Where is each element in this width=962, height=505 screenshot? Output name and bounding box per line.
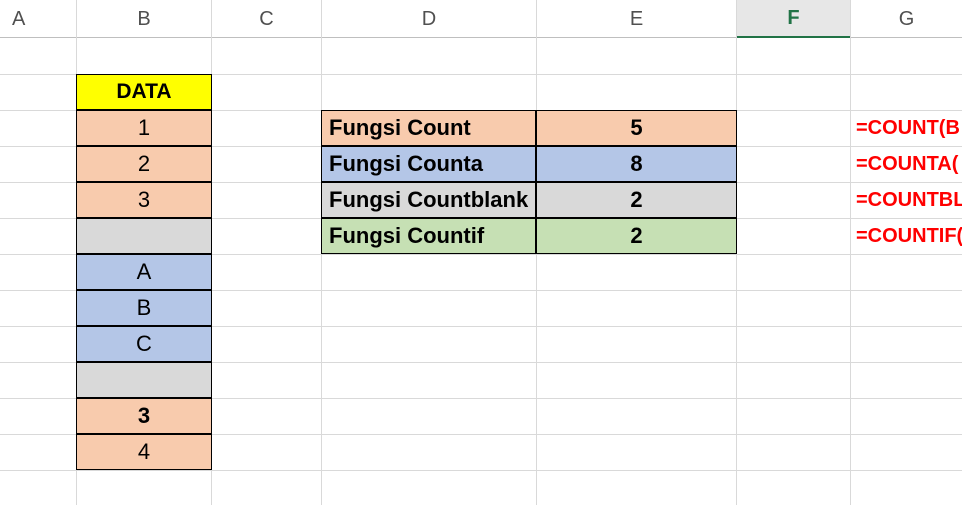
column-header-a[interactable]: A bbox=[12, 7, 26, 30]
table-label-cell[interactable]: Fungsi Countblank bbox=[321, 182, 536, 218]
table-value-cell[interactable]: 2 bbox=[536, 182, 737, 218]
column-header-e[interactable]: E bbox=[629, 7, 644, 30]
formula-cell[interactable]: =COUNT(B bbox=[856, 116, 960, 139]
data-cell[interactable]: 3 bbox=[76, 182, 212, 218]
formula-cell[interactable]: =COUNTIF( bbox=[856, 224, 962, 247]
formula-cell[interactable]: =COUNTA( bbox=[856, 152, 959, 175]
data-cell[interactable]: B bbox=[76, 290, 212, 326]
data-cell[interactable] bbox=[76, 218, 212, 254]
data-cell[interactable] bbox=[76, 362, 212, 398]
column-header-f-selected[interactable]: F bbox=[737, 0, 850, 38]
data-cell[interactable]: C bbox=[76, 326, 212, 362]
data-cell[interactable]: 3 bbox=[76, 398, 212, 434]
column-header-d[interactable]: D bbox=[421, 7, 437, 30]
data-cell[interactable]: 1 bbox=[76, 110, 212, 146]
column-header-c[interactable]: C bbox=[259, 7, 274, 30]
table-label-cell[interactable]: Fungsi Count bbox=[321, 110, 536, 146]
data-cell[interactable]: A bbox=[76, 254, 212, 290]
column-header-g[interactable]: G bbox=[898, 7, 915, 30]
data-cell[interactable]: 4 bbox=[76, 434, 212, 470]
data-cell[interactable]: 2 bbox=[76, 146, 212, 182]
formula-cell[interactable]: =COUNTBL bbox=[856, 188, 962, 211]
table-value-cell[interactable]: 8 bbox=[536, 146, 737, 182]
data-header-cell[interactable]: DATA bbox=[76, 74, 212, 110]
table-value-cell[interactable]: 5 bbox=[536, 110, 737, 146]
column-header-b[interactable]: B bbox=[137, 7, 151, 30]
table-label-cell[interactable]: Fungsi Countif bbox=[321, 218, 536, 254]
table-label-cell[interactable]: Fungsi Counta bbox=[321, 146, 536, 182]
table-value-cell[interactable]: 2 bbox=[536, 218, 737, 254]
